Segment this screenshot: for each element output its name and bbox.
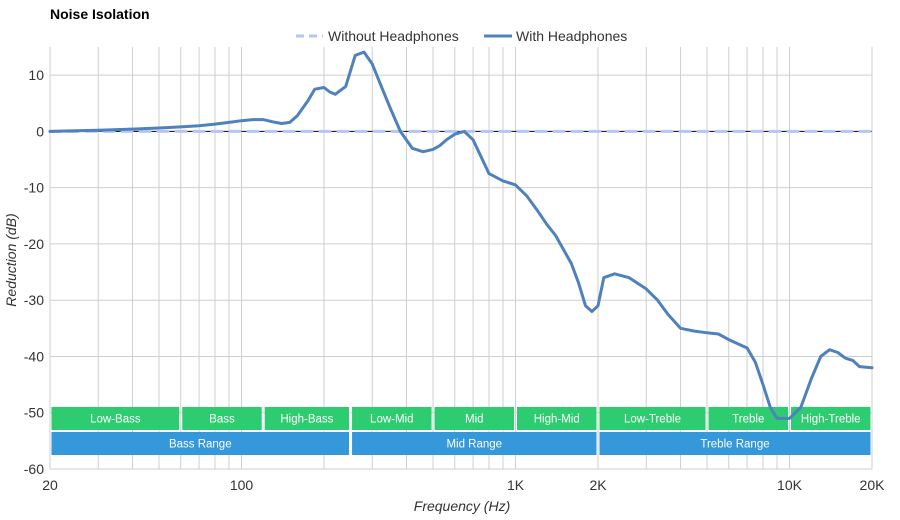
range-band-label: Mid Range [446, 439, 502, 451]
range-bands: Low-Bass Bass High-Bass Low-Mid Mid High-Mid L… [51, 407, 871, 455]
chart-title: Noise Isolation [50, 6, 150, 22]
legend-label-with-headphones: With Headphones [516, 28, 627, 44]
y-tick-label: 10 [28, 67, 44, 83]
sub-range-band-label: Mid [465, 414, 484, 426]
x-tick-label: 10K [777, 477, 803, 493]
range-band-label: Treble Range [700, 439, 769, 451]
sub-range-band-bar [352, 407, 432, 430]
x-axis-ticks: 20 100 1K 2K 10K 20K [42, 477, 885, 493]
y-tick-label: 0 [36, 123, 44, 139]
sub-range-band-label: Low-Mid [370, 414, 413, 426]
y-tick-label: -60 [24, 461, 44, 477]
sub-range-band-label: Treble [732, 414, 764, 426]
y-tick-label: -50 [24, 405, 44, 421]
x-axis-label: Frequency (Hz) [414, 498, 510, 514]
series-lines [48, 50, 874, 420]
range-band-bar [352, 432, 597, 455]
range-band-label: Bass Range [169, 439, 232, 451]
y-tick-label: -40 [24, 348, 44, 364]
legend: Without Headphones With Headphones [296, 28, 627, 44]
y-axis-ticks: 10 0 -10 -20 -30 -40 -50 -60 [24, 67, 44, 477]
sub-range-band-bar [599, 407, 706, 430]
x-tick-label: 20K [860, 477, 886, 493]
grid [49, 47, 873, 470]
x-tick-label: 1K [507, 477, 525, 493]
sub-range-band-label: Bass [209, 414, 235, 426]
x-tick-label: 2K [589, 477, 607, 493]
series-with-headphones-line [48, 50, 874, 420]
sub-range-band-bar [264, 407, 350, 430]
sub-range-band-bar [791, 407, 871, 430]
range-band-bar [51, 432, 350, 455]
y-tick-label: -30 [24, 292, 44, 308]
range-band-bar [599, 432, 871, 455]
sub-range-band-label: Low-Treble [624, 414, 681, 426]
sub-range-band-bar [182, 407, 262, 430]
sub-range-band-label: High-Bass [280, 414, 333, 426]
sub-range-band-label: Low-Bass [90, 414, 141, 426]
y-tick-label: -10 [24, 180, 44, 196]
sub-range-band-bar [517, 407, 597, 430]
x-tick-label: 20 [42, 477, 58, 493]
sub-range-band-bar [708, 407, 789, 430]
y-tick-label: -20 [24, 236, 44, 252]
sub-range-band-bar [51, 407, 180, 430]
sub-range-band-label: High-Treble [801, 414, 861, 426]
y-axis-label: Reduction (dB) [3, 213, 19, 306]
sub-range-band-label: High-Mid [534, 414, 580, 426]
x-tick-label: 100 [230, 477, 254, 493]
legend-label-without-headphones: Without Headphones [328, 28, 459, 44]
sub-range-band-bar [434, 407, 515, 430]
